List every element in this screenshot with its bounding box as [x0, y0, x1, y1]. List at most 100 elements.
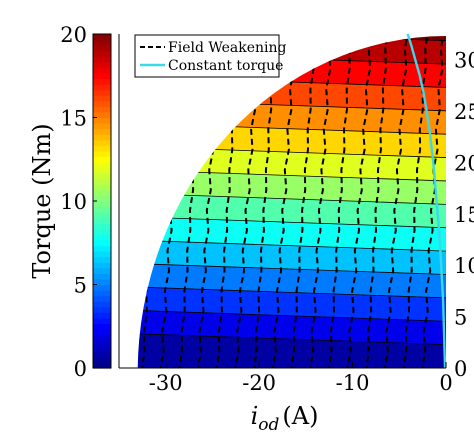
- colorbar-band: [93, 106, 111, 113]
- right-tick-label: 25: [454, 100, 474, 124]
- axes: [118, 34, 446, 369]
- field-weakening-curve: [327, 36, 354, 368]
- x-tick-label: 0: [439, 371, 452, 395]
- field-weakening-curve: [270, 36, 298, 368]
- colorbar-band: [93, 50, 111, 57]
- colorbar-band: [93, 78, 111, 85]
- colorbar-band: [93, 117, 111, 124]
- colorbar-tick-label: 10: [60, 190, 87, 214]
- colorbar-band: [93, 39, 111, 46]
- colorbar-band: [93, 206, 111, 213]
- colorbar-tick-label: 20: [60, 23, 87, 47]
- colorbar-band: [93, 72, 111, 80]
- x-axis-ticks: -30 -20 -10 0: [149, 362, 453, 395]
- contour-line: [137, 285, 446, 299]
- colorbar-band: [93, 56, 111, 63]
- colorbar-band: [93, 173, 111, 180]
- colorbar-band: [93, 167, 111, 174]
- colorbar-band: [93, 351, 111, 358]
- colorbar-band: [93, 228, 111, 235]
- colorbar-band: [93, 223, 111, 230]
- colorbar-band: [93, 162, 111, 169]
- legend-label-field-weakening: Field Weakening: [168, 40, 287, 56]
- x-axis-label-unit: (A): [282, 402, 318, 430]
- legend-label-constant-torque: Constant torque: [168, 58, 283, 74]
- x-axis-label-main: i: [251, 402, 259, 430]
- x-tick-label: -20: [242, 371, 276, 395]
- legend: Field Weakening Constant torque: [134, 34, 287, 78]
- constant-torque-curve: [406, 34, 446, 368]
- colorbar: 20 15 10 5 0: [60, 23, 112, 381]
- colorbar-band: [93, 84, 111, 91]
- colorbar-band: [93, 306, 111, 313]
- contour-band: [137, 285, 446, 322]
- colorbar-band: [93, 189, 111, 197]
- colorbar-band: [93, 34, 111, 41]
- colorbar-band: [93, 251, 111, 258]
- right-tick-label: 30: [454, 49, 474, 73]
- contour-line: [137, 308, 446, 322]
- colorbar-band: [93, 301, 111, 308]
- colorbar-band: [93, 212, 111, 219]
- colorbar-band: [93, 217, 111, 224]
- colorbar-band: [93, 123, 111, 130]
- field-weakening-curve: [382, 36, 410, 368]
- colorbar-band: [93, 145, 111, 152]
- colorbar-band: [93, 317, 111, 325]
- colorbar-band: [93, 150, 111, 158]
- right-tick-label: 5: [454, 306, 467, 330]
- colorbar-band: [93, 245, 111, 252]
- contour-band: [137, 192, 446, 228]
- colorbar-band: [93, 128, 111, 135]
- right-axis-ticks: 30 25 20 15 10 5 0: [454, 49, 474, 381]
- right-tick-label: 20: [454, 151, 474, 175]
- colorbar-band: [93, 262, 111, 269]
- field-weakening-curve: [345, 36, 374, 368]
- colorbar-band: [93, 256, 111, 263]
- x-axis-label: iod (A): [251, 402, 319, 435]
- colorbar-band: [93, 267, 111, 274]
- colorbar-band: [93, 334, 111, 341]
- colorbar-band: [93, 362, 111, 369]
- right-tick-label: 10: [454, 254, 474, 278]
- field-weakening-curve: [364, 36, 390, 368]
- colorbar-band: [93, 356, 111, 364]
- colorbar-band: [93, 184, 111, 191]
- colorbar-band: [93, 61, 111, 68]
- x-tick-label: -30: [149, 371, 183, 395]
- right-tick-label: 0: [454, 357, 467, 381]
- legend-box: [134, 34, 280, 78]
- colorbar-band: [93, 295, 111, 302]
- colorbar-band: [93, 195, 111, 202]
- y-axis-label: Torque (Nm): [28, 123, 56, 278]
- field-weakening-curve: [402, 36, 430, 368]
- colorbar-band: [93, 278, 111, 286]
- colorbar-tick-label: 0: [74, 357, 87, 381]
- colorbar-band: [93, 178, 111, 185]
- colorbar-band: [93, 345, 111, 352]
- colorbar-band: [93, 284, 111, 291]
- contour-band: [137, 215, 446, 252]
- colorbar-band: [93, 95, 111, 102]
- colorbar-band: [93, 273, 111, 280]
- colorbar-band: [93, 340, 111, 347]
- field-weakening-curve: [308, 36, 334, 368]
- colorbar-band: [93, 234, 111, 241]
- right-tick-label: 15: [454, 203, 474, 227]
- colorbar-bands: [93, 34, 111, 369]
- colorbar-band: [93, 329, 111, 336]
- colorbar-band: [93, 312, 111, 319]
- field-weakening-curve: [233, 36, 262, 368]
- colorbar-band: [93, 89, 111, 96]
- colorbar-band: [93, 139, 111, 146]
- colorbar-band: [93, 323, 111, 330]
- colorbar-band: [93, 156, 111, 163]
- colorbar-band: [93, 111, 111, 119]
- colorbar-band: [93, 239, 111, 247]
- colorbar-band: [93, 290, 111, 297]
- colorbar-band: [93, 45, 111, 52]
- x-axis-label-sub: od: [258, 415, 279, 435]
- colorbar-band: [93, 100, 111, 107]
- colorbar-tick-label: 5: [74, 274, 87, 298]
